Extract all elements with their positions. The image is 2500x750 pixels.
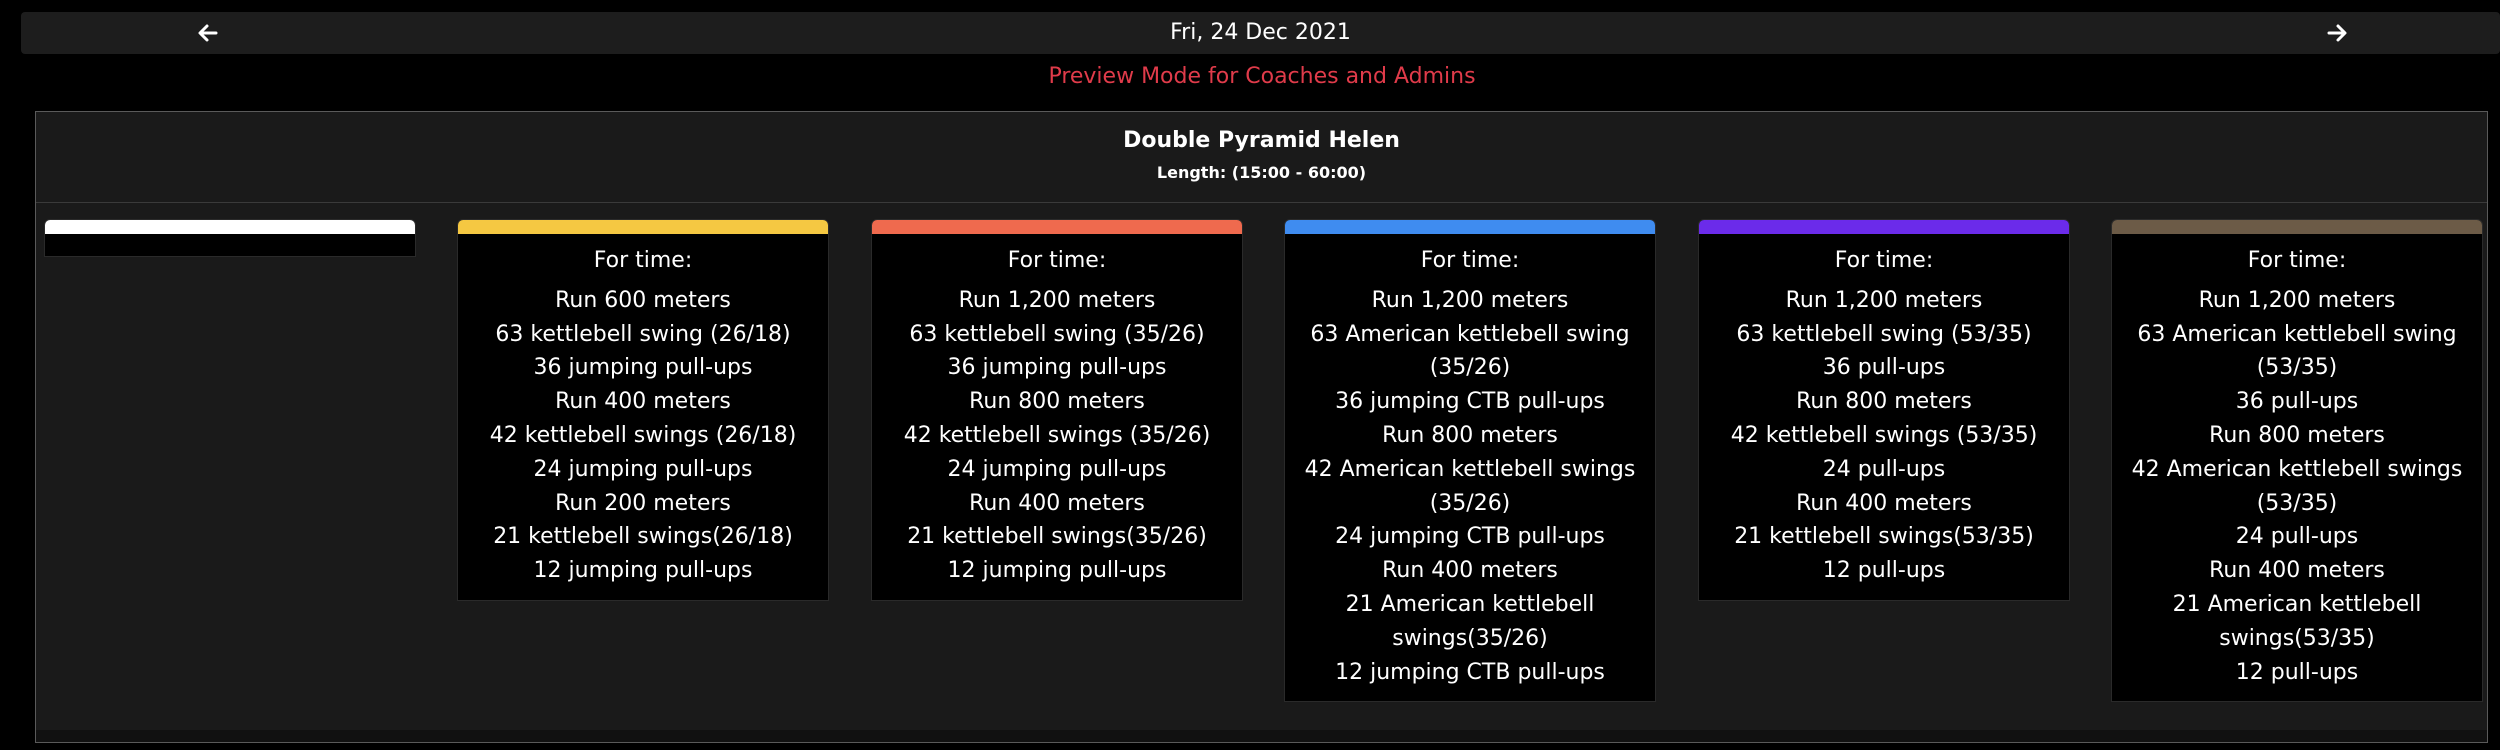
movement-line: 63 American kettlebell swing (35/26) (1310, 321, 1630, 381)
movement-line: Run 800 meters (1382, 422, 1558, 448)
track-heading: For time: (1420, 248, 1520, 273)
movement-line: Run 800 meters (969, 389, 1145, 415)
movement-line: 12 jumping CTB pull-ups (1335, 659, 1605, 685)
current-date: Fri, 24 Dec 2021 (1170, 20, 1351, 45)
movement-line: Run 400 meters (1382, 558, 1558, 584)
movement-line: Run 200 meters (555, 490, 731, 516)
movement-line: 12 pull-ups (2235, 659, 2359, 685)
track-heading: For time: (2247, 248, 2347, 273)
track-card: For time: Run 1,200 meters 63 American ket… (2111, 219, 2483, 703)
track-heading: For time: (1007, 248, 1107, 273)
track-heading: For time: (593, 248, 693, 273)
movement-line: 42 American kettlebell swings (53/35) (2131, 456, 2463, 516)
movement-line: 21 American kettlebell swings(35/26) (1345, 591, 1595, 651)
movement-line: Run 1,200 meters (1785, 287, 1983, 313)
movement-line: 63 kettlebell swing (35/26) (909, 321, 1205, 347)
track-color-bar (872, 220, 1242, 234)
track-card: For time: Run 600 meters 63 kettlebell swi… (457, 219, 829, 601)
movement-line: 12 jumping pull-ups (947, 558, 1167, 584)
movement-line: 12 jumping pull-ups (533, 558, 753, 584)
track-card-body: For time: Run 1,200 meters 63 kettlebell s… (1699, 234, 2069, 600)
track-card-body (45, 234, 415, 256)
movement-line: 42 kettlebell swings (35/26) (903, 422, 1211, 448)
track-card: For time: Run 1,200 meters 63 kettlebell s… (871, 219, 1243, 601)
arrow-left-icon (198, 24, 218, 42)
movement-line: 42 kettlebell swings (53/35) (1730, 422, 2038, 448)
movement-line: 63 kettlebell swing (26/18) (495, 321, 791, 347)
workout-header: Double Pyramid Helen Length: (15:00 - 60… (36, 112, 2487, 203)
workout-title: Double Pyramid Helen (1123, 128, 1400, 153)
movement-line: 21 kettlebell swings(35/26) (907, 524, 1207, 550)
movement-line: Run 400 meters (1796, 490, 1972, 516)
movement-line: 36 pull-ups (1822, 355, 1946, 381)
panel-footer-strip (36, 730, 2487, 742)
track-color-bar (45, 220, 415, 234)
workout-panel: Double Pyramid Helen Length: (15:00 - 60… (35, 111, 2488, 743)
movement-line: 42 American kettlebell swings (35/26) (1304, 456, 1636, 516)
movement-line: 24 jumping CTB pull-ups (1335, 524, 1605, 550)
track-card-body: For time: Run 1,200 meters 63 American ket… (2112, 234, 2482, 701)
movement-line: 36 jumping CTB pull-ups (1335, 389, 1605, 415)
movement-line: Run 600 meters (555, 287, 731, 313)
track-color-bar (458, 220, 828, 234)
movement-line: Run 400 meters (2209, 558, 2385, 584)
arrow-right-icon (2327, 24, 2347, 42)
track-card-body: For time: Run 600 meters 63 kettlebell swi… (458, 234, 828, 600)
movement-line: 21 American kettlebell swings(53/35) (2172, 591, 2422, 651)
movement-line: 12 pull-ups (1822, 558, 1946, 584)
track-card-body: For time: Run 1,200 meters 63 kettlebell s… (872, 234, 1242, 600)
movement-line: Run 400 meters (555, 389, 731, 415)
movement-line: 63 American kettlebell swing (53/35) (2137, 321, 2457, 381)
track-card (44, 219, 416, 257)
movement-line: 24 pull-ups (2235, 524, 2359, 550)
movement-line: Run 800 meters (1796, 389, 1972, 415)
movement-line: Run 1,200 meters (2198, 287, 2396, 313)
movement-line: 24 jumping pull-ups (533, 456, 753, 482)
previous-day-button[interactable] (178, 12, 238, 54)
movement-line: 24 pull-ups (1822, 456, 1946, 482)
movement-line: Run 1,200 meters (1371, 287, 1569, 313)
movement-line: 42 kettlebell swings (26/18) (489, 422, 797, 448)
track-card: For time: Run 1,200 meters 63 kettlebell s… (1698, 219, 2070, 601)
movement-line: 63 kettlebell swing (53/35) (1736, 321, 2032, 347)
next-day-button[interactable] (2307, 12, 2367, 54)
movement-line: Run 800 meters (2209, 422, 2385, 448)
track-color-bar (1699, 220, 2069, 234)
track-card: For time: Run 1,200 meters 63 American ket… (1284, 219, 1656, 703)
movement-line: 36 jumping pull-ups (533, 355, 753, 381)
track-card-body: For time: Run 1,200 meters 63 American ket… (1285, 234, 1655, 701)
track-color-bar (1285, 220, 1655, 234)
movement-line: 21 kettlebell swings(53/35) (1734, 524, 2034, 550)
movement-line: Run 400 meters (969, 490, 1145, 516)
preview-mode-notice: Preview Mode for Coaches and Admins (1048, 64, 1476, 89)
movement-line: 36 jumping pull-ups (947, 355, 1167, 381)
movement-line: 24 jumping pull-ups (947, 456, 1167, 482)
workout-length: Length: (15:00 - 60:00) (1156, 163, 1367, 182)
movement-line: Run 1,200 meters (958, 287, 1156, 313)
track-color-bar (2112, 220, 2482, 234)
track-heading: For time: (1834, 248, 1934, 273)
date-navigation-bar: Fri, 24 Dec 2021 (21, 12, 2500, 54)
movement-line: 21 kettlebell swings(26/18) (493, 524, 793, 550)
movement-line: 36 pull-ups (2235, 389, 2359, 415)
